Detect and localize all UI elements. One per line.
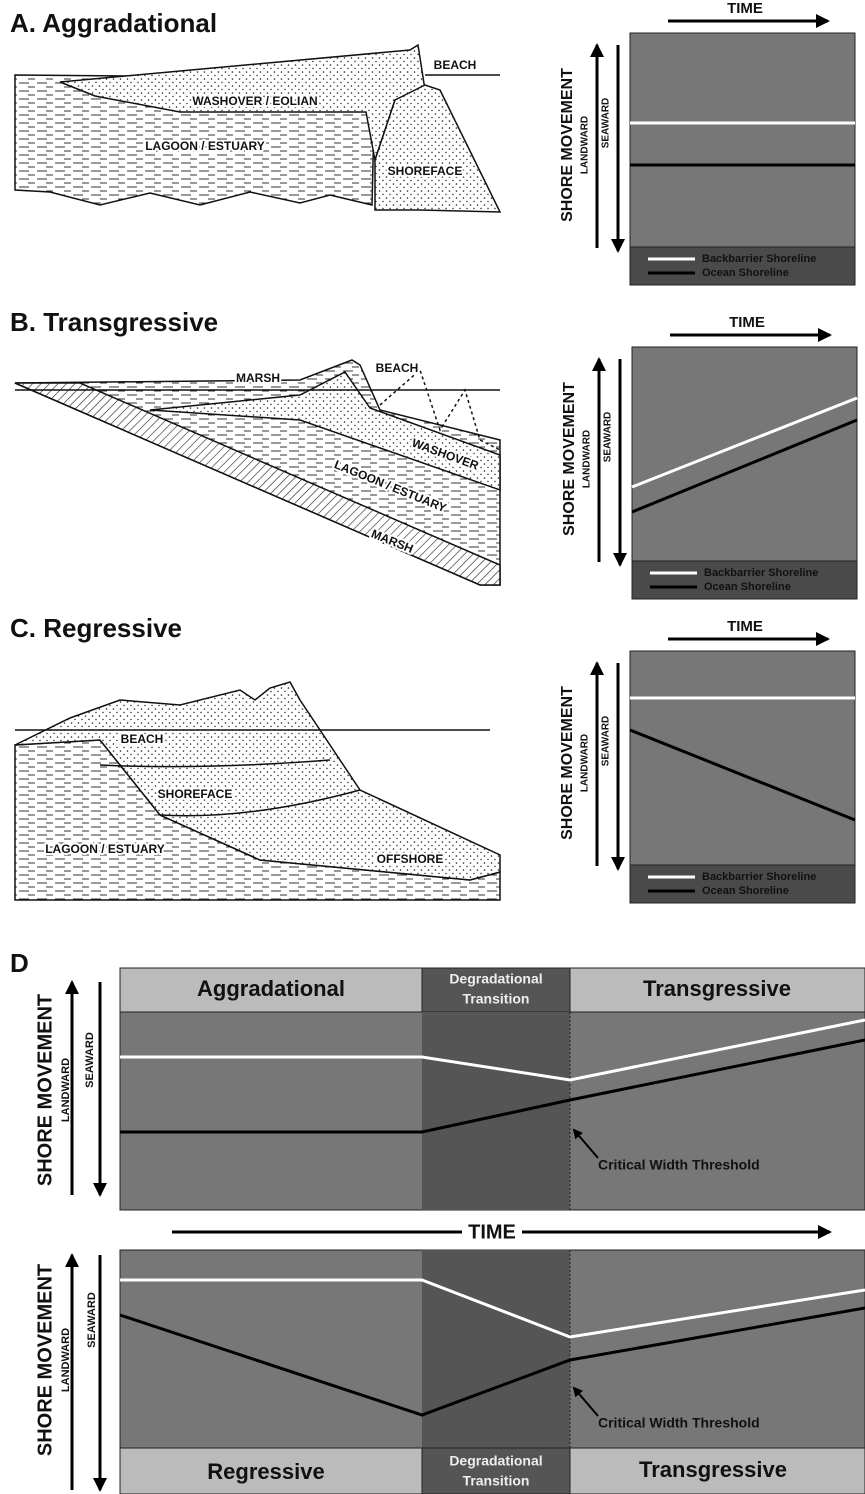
axis-label: SEAWARD (84, 1032, 96, 1088)
phase-label: Aggradational (197, 976, 345, 1001)
axis-label: SHORE MOVEMENT (561, 382, 578, 536)
legend-label: Ocean Shoreline (704, 581, 791, 593)
panel-title: B. Transgressive (10, 307, 218, 337)
axis-label: LANDWARD (60, 1328, 72, 1392)
cross-section-a (15, 45, 500, 212)
axis-label: SEAWARD (601, 98, 612, 149)
cross-section-c (15, 682, 500, 900)
legend-label: Backbarrier Shoreline (704, 567, 818, 579)
axis-label: SEAWARD (601, 716, 612, 767)
phase-label: Degradational (449, 1453, 542, 1469)
axis-label: TIME (729, 314, 765, 331)
legend-label: Backbarrier Shoreline (702, 871, 816, 883)
phase-label: Transition (463, 1473, 530, 1489)
legend-label: Backbarrier Shoreline (702, 253, 816, 265)
axis-label: SEAWARD (86, 1292, 98, 1348)
section-label: BEACH (376, 361, 419, 375)
axis-label: SHORE MOVEMENT (34, 1264, 56, 1456)
phase-label: Regressive (207, 1459, 324, 1484)
section-label: OFFSHORE (377, 852, 444, 866)
axis-label: LANDWARD (580, 116, 591, 174)
axis-label: TIME (727, 618, 763, 635)
annotation: Critical Width Threshold (598, 1157, 760, 1173)
section-label: SHOREFACE (158, 787, 233, 801)
panel-title: C. Regressive (10, 613, 182, 643)
section-label: LAGOON / ESTUARY (145, 139, 265, 153)
axis-label: SHORE MOVEMENT (34, 994, 56, 1186)
panel-title: A. Aggradational (10, 8, 217, 38)
legend-label: Ocean Shoreline (702, 885, 789, 897)
axis-label: SHORE MOVEMENT (559, 68, 576, 222)
axis-label: LANDWARD (582, 430, 593, 488)
axis-label: TIME (468, 1221, 516, 1243)
axis-label: SEAWARD (603, 412, 614, 463)
phase-label: Transgressive (639, 1457, 787, 1482)
axis-label: LANDWARD (60, 1058, 72, 1122)
section-label: BEACH (121, 732, 164, 746)
phase-label: Transition (463, 991, 530, 1007)
figure: A. Aggradational BEACH WASHOVER / EOLIAN… (0, 0, 865, 1494)
phase-label: Degradational (449, 971, 542, 987)
section-label: WASHOVER / EOLIAN (192, 94, 317, 108)
axis-label: TIME (727, 0, 763, 17)
section-label: BEACH (434, 58, 477, 72)
legend-label: Ocean Shoreline (702, 267, 789, 279)
axis-label: SHORE MOVEMENT (559, 686, 576, 840)
section-label: MARSH (236, 371, 280, 385)
phase-label: Transgressive (643, 976, 791, 1001)
panel-title: D (10, 948, 29, 978)
section-label: LAGOON / ESTUARY (45, 842, 165, 856)
axis-label: LANDWARD (580, 734, 591, 792)
cross-section-b (15, 360, 500, 585)
section-label: SHOREFACE (388, 164, 463, 178)
annotation: Critical Width Threshold (598, 1415, 760, 1431)
